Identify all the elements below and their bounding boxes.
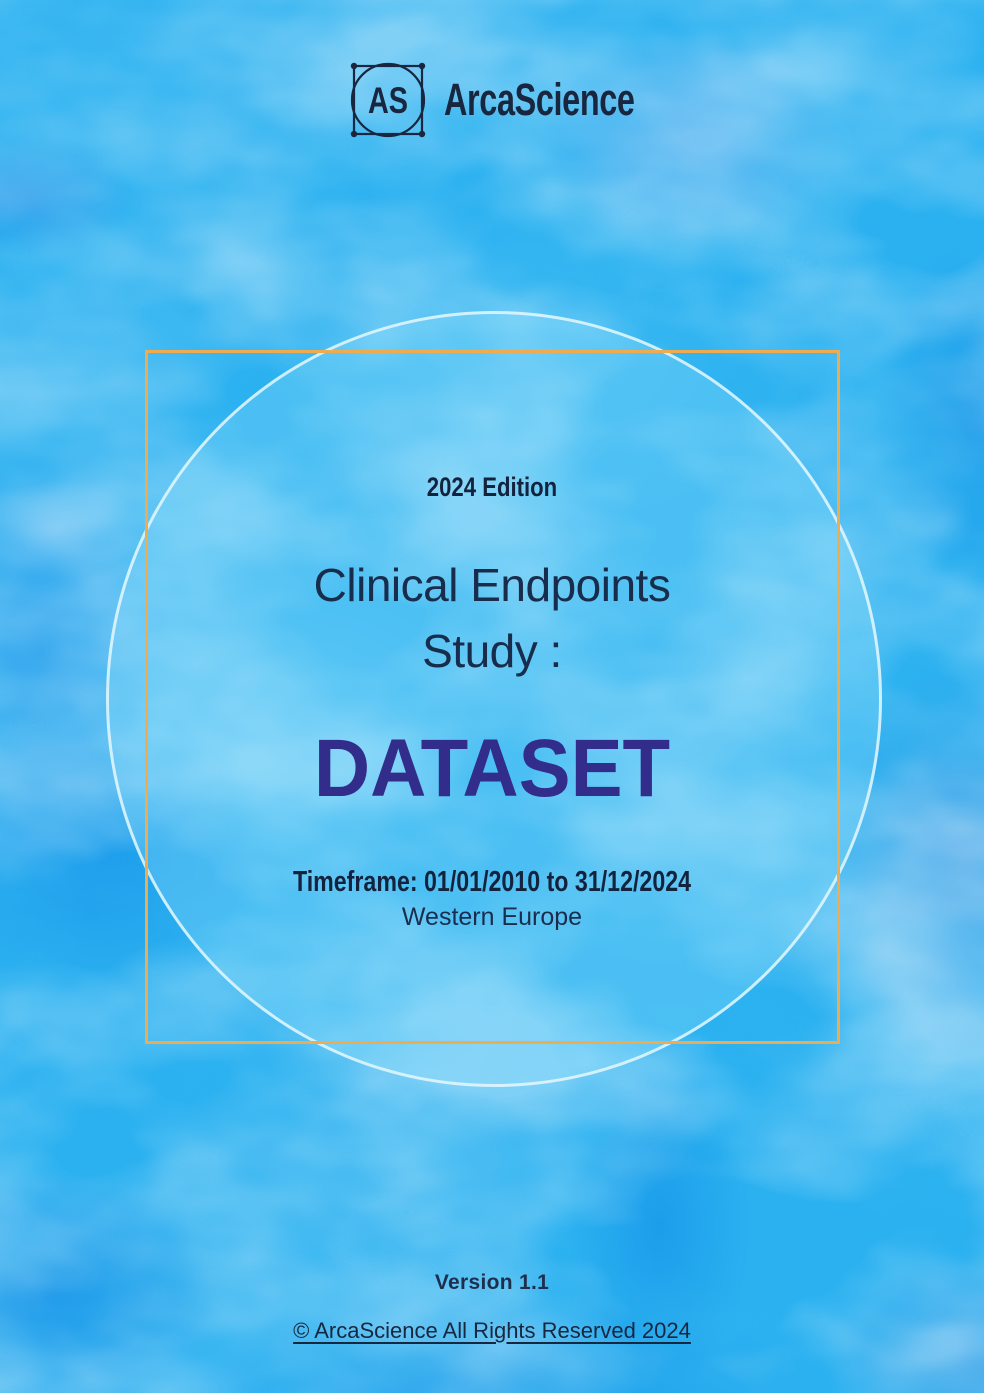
brand-logo: AS ArcaScience <box>0 60 984 140</box>
cover-title-line2: Study : <box>422 625 562 677</box>
logo-name: ArcaScience <box>444 74 635 125</box>
copyright-row: © ArcaScience All Rights Reserved 2024 <box>0 1318 984 1344</box>
cover-title: Clinical Endpoints Study : <box>0 552 984 684</box>
logo-name-wrap: ArcaScience <box>444 60 636 140</box>
logo-monogram: AS <box>368 81 408 122</box>
gold-frame-border <box>145 350 840 1044</box>
edition-label: 2024 Edition <box>426 472 558 502</box>
copyright-link[interactable]: © ArcaScience All Rights Reserved 2024 <box>293 1318 691 1343</box>
cover-title-line1: Clinical Endpoints <box>313 559 671 611</box>
timeframe-label: Timeframe: 01/01/2010 to 31/12/2024 <box>292 866 692 898</box>
region-label: Western Europe <box>401 903 583 931</box>
version-label: Version 1.1 <box>434 1271 550 1294</box>
arcascience-logo-icon: AS <box>350 62 426 138</box>
dataset-label: DATASET <box>313 723 671 814</box>
